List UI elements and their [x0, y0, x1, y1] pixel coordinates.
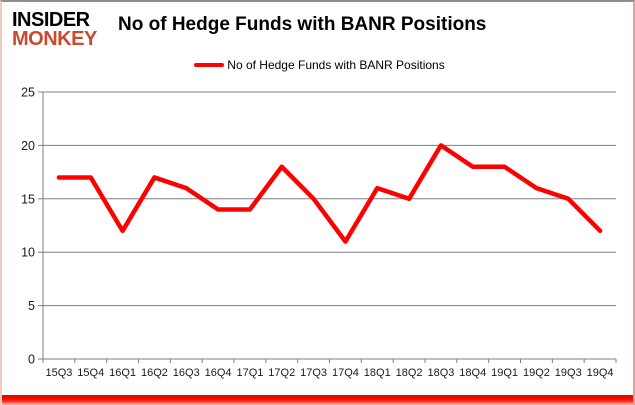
insider-monkey-logo: INSIDER MONKEY [12, 9, 97, 50]
legend: No of Hedge Funds with BANR Positions [2, 58, 633, 72]
x-axis-label: 17Q1 [236, 367, 263, 379]
logo-line-insider: INSIDER [12, 9, 90, 31]
logo-line-monkey: MONKEY [12, 28, 97, 50]
y-axis-label: 0 [28, 353, 35, 367]
x-axis-label: 15Q3 [45, 367, 72, 379]
x-axis-label: 17Q3 [300, 367, 327, 379]
x-axis-label: 18Q3 [427, 367, 454, 379]
chart-title: No of Hedge Funds with BANR Positions [118, 14, 487, 35]
y-axis-label: 10 [21, 246, 35, 260]
series-line [56, 143, 603, 244]
x-axis-label: 19Q4 [587, 367, 614, 379]
x-axis-label: 16Q1 [109, 367, 136, 379]
bottom-red-border [2, 395, 633, 405]
y-axis-label: 15 [21, 192, 35, 206]
x-axis-label: 17Q2 [268, 367, 295, 379]
x-axis-label: 19Q3 [555, 367, 582, 379]
x-axis-label: 18Q2 [396, 367, 423, 379]
x-axis-label: 17Q4 [332, 367, 359, 379]
x-axis-label: 16Q3 [173, 367, 200, 379]
y-axis-label: 5 [28, 299, 35, 313]
x-axis-label: 18Q4 [459, 367, 486, 379]
y-axis-label: 25 [21, 86, 35, 100]
x-axis-label: 19Q1 [491, 367, 518, 379]
x-axis-label: 18Q1 [364, 367, 391, 379]
y-axis-label: 20 [21, 139, 35, 153]
x-axis-label: 19Q2 [523, 367, 550, 379]
legend-line-swatch [194, 63, 225, 67]
x-axis-label: 16Q2 [141, 367, 168, 379]
x-axis-label: 16Q4 [205, 367, 232, 379]
x-axis-label: 15Q4 [77, 367, 104, 379]
legend-label: No of Hedge Funds with BANR Positions [227, 58, 445, 72]
